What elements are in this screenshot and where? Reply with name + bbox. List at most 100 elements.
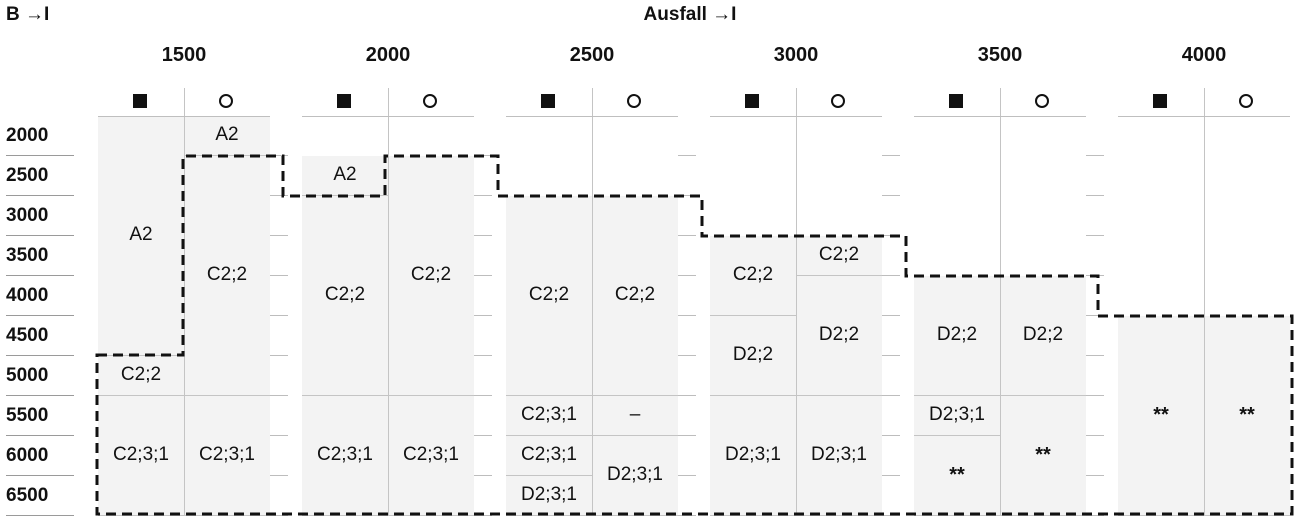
row-tick (882, 475, 900, 476)
row-label-5000: 5000 (6, 365, 49, 386)
cell-background (302, 196, 388, 396)
filled-square-icon (949, 94, 963, 109)
row-tick (882, 315, 900, 316)
subheader-rule (98, 116, 270, 117)
row-tick (678, 195, 696, 196)
row-rule (6, 395, 74, 396)
cell-background (388, 156, 474, 396)
column-axis-label: Ausfall →I (643, 4, 737, 25)
cell-background (1118, 316, 1204, 516)
row-tick (678, 395, 696, 396)
sub-column-divider (592, 88, 593, 516)
cell-value: C2;2 (410, 264, 452, 285)
row-rule (6, 275, 74, 276)
cell-background (796, 396, 882, 516)
row-tick (270, 355, 288, 356)
subheader-rule (506, 116, 678, 117)
filled-square-icon (710, 88, 794, 112)
cell-background (592, 436, 678, 516)
cell-value: ** (1035, 444, 1051, 466)
cell-border (184, 395, 270, 396)
row-tick (474, 435, 492, 436)
cell-value: D2;2 (1022, 324, 1064, 345)
cell-value: C2;2 (206, 264, 248, 285)
row-rule (6, 195, 74, 196)
row-label-2000: 2000 (6, 125, 49, 146)
row-tick (474, 315, 492, 316)
row-tick (270, 475, 288, 476)
open-circle-icon (219, 94, 233, 109)
filled-square-icon (1118, 88, 1202, 112)
filled-square-icon (745, 94, 759, 109)
cell-value: C2;3;1 (521, 444, 577, 465)
filled-square-icon (98, 88, 182, 112)
cell-border (592, 435, 678, 436)
open-circle-icon (1000, 88, 1084, 112)
cell-border (506, 435, 592, 436)
cell-background (1000, 276, 1086, 396)
cell-value: D2;3;1 (725, 444, 781, 465)
sub-column-divider (1204, 88, 1205, 516)
row-tick (474, 235, 492, 236)
open-circle-icon (627, 94, 641, 109)
cell-background (592, 396, 678, 436)
cell-value: D2;2 (732, 344, 774, 365)
row-tick (882, 355, 900, 356)
cell-background (184, 116, 270, 156)
open-circle-icon (796, 88, 880, 112)
cell-background (914, 276, 1000, 396)
cell-border (914, 395, 1000, 396)
cell-value: C2;2 (324, 284, 366, 305)
row-label-6500: 6500 (6, 485, 49, 506)
cell-value: C2;3;1 (403, 444, 459, 465)
row-tick (270, 155, 288, 156)
cell-background (914, 436, 1000, 516)
row-label-6000: 6000 (6, 445, 49, 466)
row-rule (6, 355, 74, 356)
cell-value: D2;3;1 (521, 484, 577, 505)
cell-value: C2;2 (528, 284, 570, 305)
open-circle-icon (592, 88, 676, 112)
cell-background (506, 396, 592, 436)
cell-background (796, 276, 882, 396)
row-label-2500: 2500 (6, 165, 49, 186)
cell-background (98, 396, 184, 516)
cell-value: ** (1153, 404, 1169, 426)
cell-border (98, 355, 184, 356)
filled-square-icon (337, 94, 351, 109)
cell-background (1204, 316, 1290, 516)
row-tick (882, 395, 900, 396)
cell-border (710, 395, 796, 396)
dashed-boundary-line (95, 154, 1294, 516)
cell-value: C2;2 (120, 364, 162, 385)
cell-border (1000, 395, 1086, 396)
cell-value: C2;2 (818, 244, 860, 265)
cell-value: D2;3;1 (811, 444, 867, 465)
cell-value: D2;3;1 (607, 464, 663, 485)
row-tick (270, 195, 288, 196)
cell-value: C2;2 (732, 264, 774, 285)
row-tick (882, 435, 900, 436)
row-label-3500: 3500 (6, 245, 49, 266)
open-circle-icon (184, 88, 268, 112)
row-tick (1086, 355, 1104, 356)
sub-column-divider (1000, 88, 1001, 516)
sub-column-divider (388, 88, 389, 516)
cell-background (302, 156, 388, 196)
cell-border (710, 315, 796, 316)
row-label-4500: 4500 (6, 325, 49, 346)
subheader-rule (914, 116, 1086, 117)
row-tick (270, 315, 288, 316)
cell-border (302, 395, 388, 396)
row-label-3000: 3000 (6, 205, 49, 226)
cell-background (914, 396, 1000, 436)
row-tick (1086, 435, 1104, 436)
filled-square-icon (302, 88, 386, 112)
row-tick (270, 235, 288, 236)
cell-value: D2;3;1 (929, 404, 985, 425)
cell-background (184, 396, 270, 516)
cell-border (592, 395, 678, 396)
row-tick (678, 315, 696, 316)
cell-background (1000, 396, 1086, 516)
